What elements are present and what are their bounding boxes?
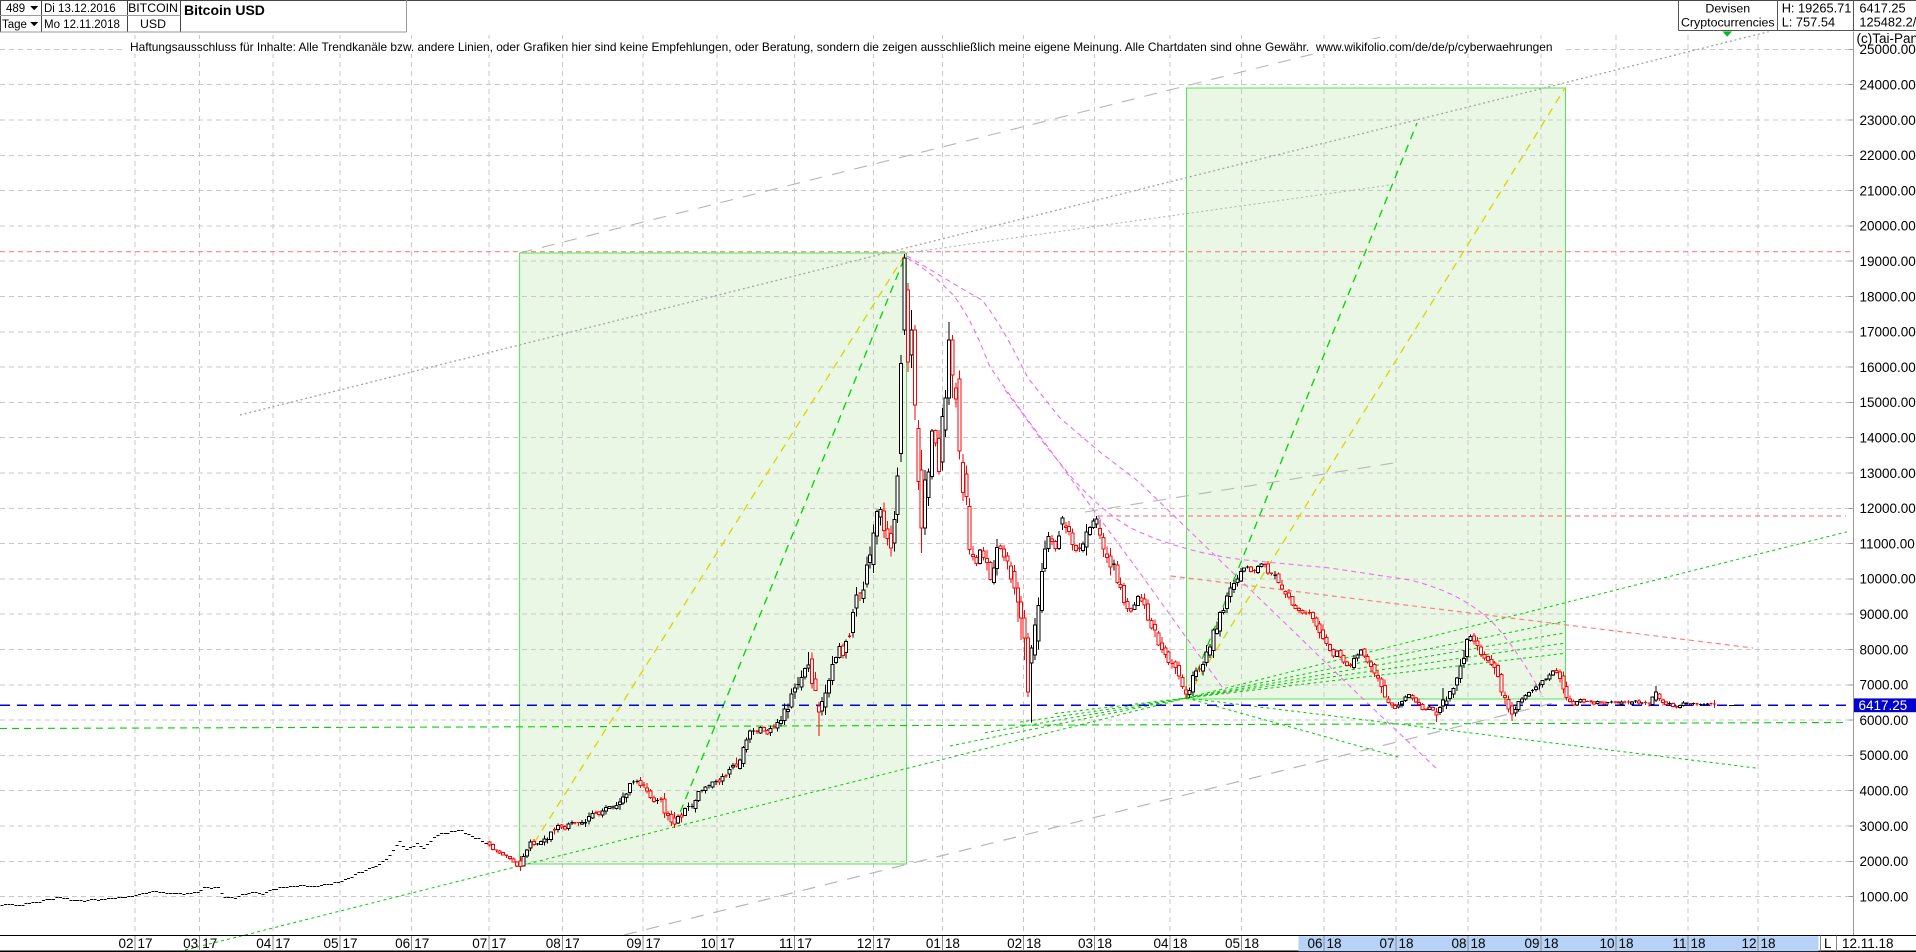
svg-text:6417.25: 6417.25 — [1859, 1, 1905, 16]
svg-text:Devisen: Devisen — [1705, 2, 1750, 16]
svg-text:Bitcoin USD: Bitcoin USD — [184, 2, 265, 18]
svg-text:16000.00: 16000.00 — [1860, 360, 1916, 375]
svg-text:9000.00: 9000.00 — [1860, 607, 1909, 622]
svg-text:03: 03 — [1078, 936, 1093, 951]
svg-text:18: 18 — [1173, 936, 1188, 951]
svg-text:Tage: Tage — [2, 19, 27, 31]
svg-text:17: 17 — [275, 936, 290, 951]
svg-text:12000.00: 12000.00 — [1860, 501, 1916, 516]
svg-text:07: 07 — [472, 936, 487, 951]
svg-text:6417.25: 6417.25 — [1859, 698, 1908, 713]
svg-text:6000.00: 6000.00 — [1860, 713, 1909, 728]
svg-text:17: 17 — [646, 936, 661, 951]
svg-text:12.11.18: 12.11.18 — [1842, 936, 1894, 951]
svg-text:BITCOIN: BITCOIN — [128, 1, 178, 15]
svg-text:22000.00: 22000.00 — [1860, 148, 1916, 163]
svg-text:17: 17 — [138, 936, 153, 951]
svg-text:09: 09 — [626, 936, 641, 951]
svg-text:17: 17 — [343, 936, 358, 951]
svg-text:10: 10 — [701, 936, 716, 951]
svg-text:2000.00: 2000.00 — [1860, 854, 1909, 869]
svg-text:(c)Tai-Pan: (c)Tai-Pan — [1857, 31, 1916, 46]
svg-text:13000.00: 13000.00 — [1860, 466, 1916, 481]
svg-text:18: 18 — [1471, 936, 1486, 951]
svg-text:17: 17 — [797, 936, 812, 951]
svg-text:Di 13.12.2016: Di 13.12.2016 — [44, 3, 116, 15]
svg-text:05: 05 — [323, 936, 338, 951]
svg-text:08: 08 — [546, 936, 561, 951]
svg-text:05: 05 — [1225, 936, 1240, 951]
svg-text:4000.00: 4000.00 — [1860, 784, 1909, 799]
svg-text:18: 18 — [1619, 936, 1634, 951]
svg-text:09: 09 — [1524, 936, 1539, 951]
svg-text:1000.00: 1000.00 — [1860, 889, 1909, 904]
svg-text:03: 03 — [183, 936, 198, 951]
svg-text:Cryptocurrencies: Cryptocurrencies — [1681, 16, 1775, 30]
svg-text:18: 18 — [1244, 936, 1259, 951]
svg-text:19000.00: 19000.00 — [1860, 254, 1916, 269]
svg-text:18: 18 — [1691, 936, 1706, 951]
svg-text:17000.00: 17000.00 — [1860, 325, 1916, 340]
svg-text:04: 04 — [1153, 936, 1169, 951]
svg-text:5000.00: 5000.00 — [1860, 748, 1909, 763]
svg-text:L: L — [1824, 936, 1832, 951]
svg-text:Haftungsausschluss für Inhalte: Haftungsausschluss für Inhalte: Alle Tre… — [130, 40, 1552, 54]
svg-text:7000.00: 7000.00 — [1860, 678, 1909, 693]
svg-text:17: 17 — [414, 936, 429, 951]
svg-text:11000.00: 11000.00 — [1860, 536, 1915, 551]
svg-text:17: 17 — [565, 936, 580, 951]
svg-text:17: 17 — [876, 936, 891, 951]
svg-text:17: 17 — [491, 936, 506, 951]
svg-text:02: 02 — [1007, 936, 1022, 951]
svg-text:18: 18 — [1544, 936, 1559, 951]
svg-text:18: 18 — [1026, 936, 1041, 951]
svg-text:10: 10 — [1599, 936, 1614, 951]
svg-text:08: 08 — [1451, 936, 1466, 951]
svg-text:18: 18 — [1761, 936, 1776, 951]
svg-text:18: 18 — [945, 936, 960, 951]
svg-text:12: 12 — [857, 936, 872, 951]
svg-text:18: 18 — [1327, 936, 1342, 951]
svg-text:18: 18 — [1097, 936, 1112, 951]
svg-text:12: 12 — [1741, 936, 1756, 951]
svg-text:11: 11 — [779, 936, 793, 951]
svg-text:18000.00: 18000.00 — [1860, 289, 1916, 304]
svg-text:06: 06 — [395, 936, 410, 951]
svg-text:21000.00: 21000.00 — [1860, 183, 1916, 198]
svg-text:10000.00: 10000.00 — [1860, 572, 1916, 587]
svg-text:17: 17 — [202, 936, 217, 951]
svg-text:8000.00: 8000.00 — [1860, 642, 1909, 657]
svg-text:23000.00: 23000.00 — [1860, 113, 1916, 128]
svg-text:L: 757.54: L: 757.54 — [1782, 15, 1835, 30]
svg-text:24000.00: 24000.00 — [1860, 78, 1916, 93]
svg-text:06: 06 — [1307, 936, 1322, 951]
svg-text:18: 18 — [1399, 936, 1414, 951]
svg-text:Mo 12.11.2018: Mo 12.11.2018 — [44, 19, 120, 31]
svg-text:04: 04 — [256, 936, 272, 951]
svg-text:11: 11 — [1672, 936, 1686, 951]
svg-text:17: 17 — [720, 936, 735, 951]
svg-text:15000.00: 15000.00 — [1860, 395, 1916, 410]
svg-text:125482.2/: 125482.2/ — [1859, 15, 1916, 30]
svg-text:20000.00: 20000.00 — [1860, 219, 1916, 234]
svg-text:USD: USD — [140, 17, 166, 31]
svg-text:02: 02 — [118, 936, 133, 951]
svg-text:01: 01 — [926, 936, 941, 951]
svg-text:3000.00: 3000.00 — [1860, 819, 1909, 834]
svg-text:489: 489 — [6, 3, 25, 15]
svg-text:14000.00: 14000.00 — [1860, 431, 1916, 446]
svg-text:25000.00: 25000.00 — [1860, 42, 1916, 57]
svg-text:07: 07 — [1379, 936, 1394, 951]
svg-text:H: 19265.71: H: 19265.71 — [1782, 1, 1852, 16]
